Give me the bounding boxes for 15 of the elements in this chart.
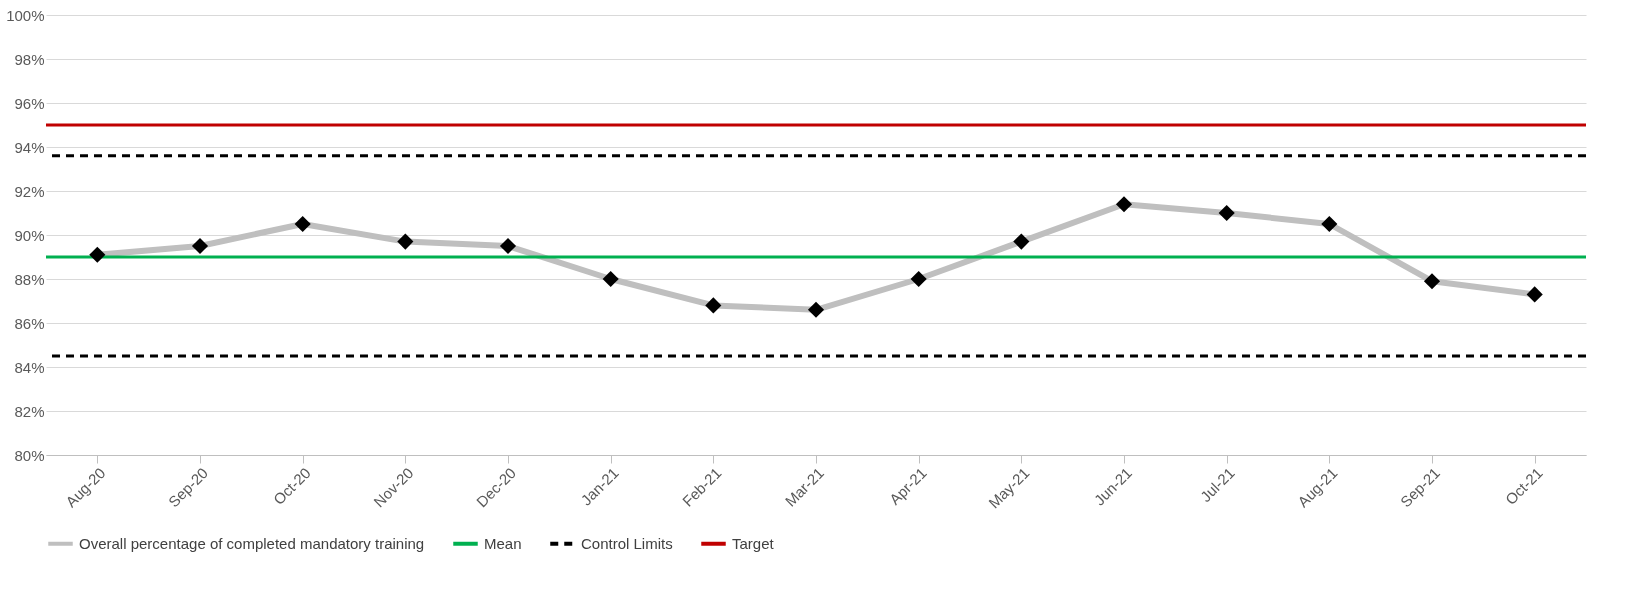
y-tick-label: 88% (14, 270, 45, 288)
y-tick-label: 80% (14, 446, 45, 464)
y-tick-label: 86% (14, 314, 45, 332)
y-tick-label: 90% (14, 226, 45, 244)
y-tick-label: 92% (14, 182, 45, 200)
y-tick-label: 84% (14, 358, 45, 376)
legend-label: Control Limits (581, 534, 673, 552)
legend-label: Overall percentage of completed mandatory training (79, 534, 425, 552)
y-tick-label: 96% (14, 94, 45, 112)
y-tick-label: 94% (14, 138, 45, 156)
legend-label: Mean (484, 534, 522, 552)
y-tick-label: 98% (14, 50, 45, 68)
legend-label: Target (732, 534, 775, 552)
y-tick-label: 100% (6, 6, 45, 24)
y-tick-label: 82% (14, 402, 45, 420)
